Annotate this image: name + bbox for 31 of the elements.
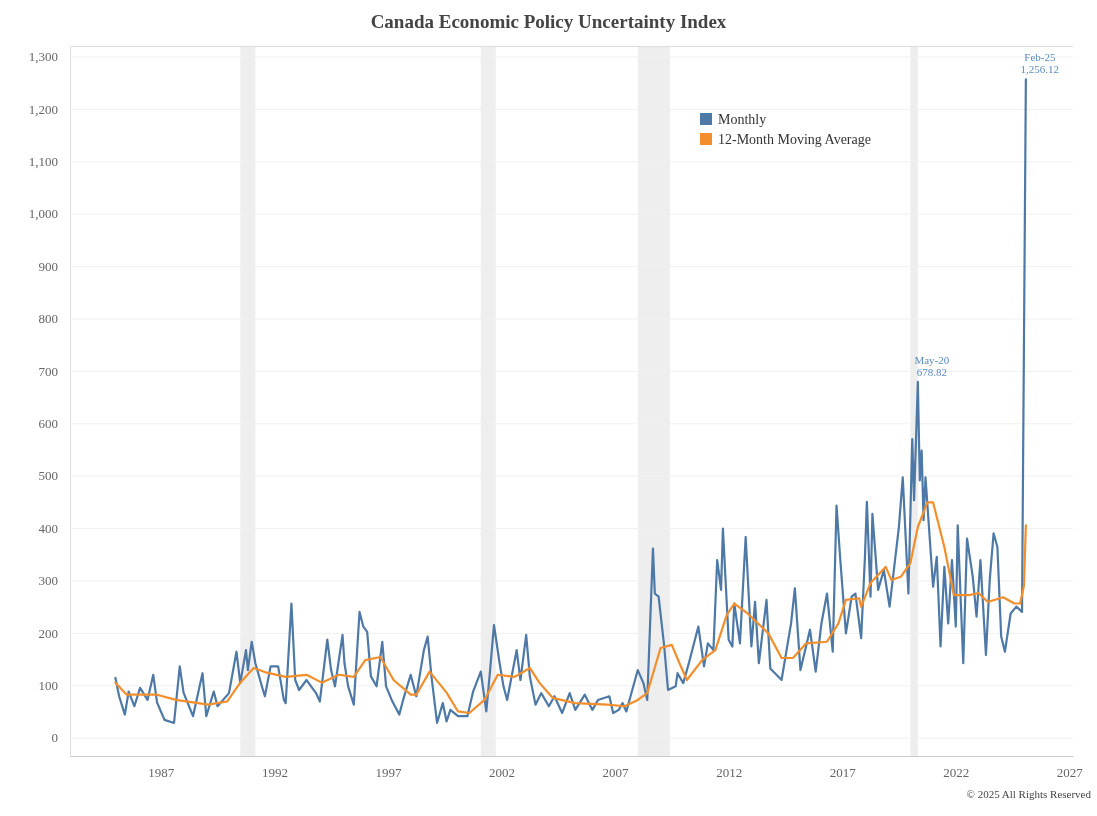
annotation: May-20 678.82 [914, 353, 950, 378]
x-tick-label: 2027 [1056, 765, 1084, 781]
y-tick-label: 0 [51, 730, 58, 746]
annotation: Feb-25 1,256.12 [1020, 51, 1060, 76]
y-tick-label: 500 [38, 468, 58, 484]
y-tick-label: 1,000 [28, 206, 58, 222]
x-tick-label: 2002 [489, 765, 516, 781]
y-tick-label: 100 [38, 677, 58, 693]
x-tick-label: 2012 [716, 765, 743, 781]
y-tick-label: 700 [38, 363, 58, 379]
y-tick-label: 300 [38, 573, 58, 589]
x-tick-label: 1992 [261, 765, 288, 781]
legend-label: Monthly [718, 112, 767, 127]
y-tick-label: 800 [38, 311, 58, 327]
x-tick-label: 2017 [829, 765, 857, 781]
y-tick-label: 900 [38, 258, 58, 274]
line-series [114, 78, 1027, 725]
x-tick-label: 1997 [375, 765, 402, 781]
y-tick-label: 1,300 [28, 49, 58, 65]
x-tick-label: 2007 [602, 765, 630, 781]
chart-title: Canada Economic Policy Uncertainty Index [370, 11, 727, 32]
y-tick-label: 200 [38, 625, 58, 641]
text: © 2025 All Rights Reserved [966, 788, 1092, 800]
line-series [114, 501, 1027, 715]
y-tick-label: 600 [38, 415, 58, 431]
x-tick-label: 2022 [943, 765, 970, 781]
y-tick-label: 1,200 [28, 101, 58, 117]
y-tick-label: 1,100 [28, 153, 58, 169]
x-tick-label: 1987 [148, 765, 175, 781]
y-tick-label: 400 [38, 520, 58, 536]
legend-label: 12-Month Moving Average [718, 132, 871, 147]
